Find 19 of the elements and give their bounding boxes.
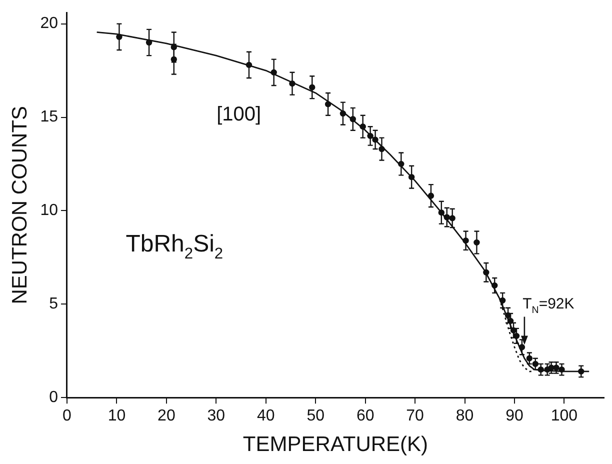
y-tick-label: 20 (40, 15, 58, 32)
y-axis-title: NEUTRON COUNTS (8, 106, 32, 304)
x-tick-label: 50 (306, 408, 325, 425)
annotation: [100] (216, 103, 262, 126)
x-tick-label: 10 (108, 408, 126, 425)
y-tick-label: 10 (40, 202, 58, 220)
x-tick-label: 90 (506, 408, 524, 425)
x-tick-label: 100 (550, 408, 578, 425)
x-tick-label: 70 (406, 408, 424, 425)
x-tick-label: 0 (62, 408, 72, 425)
y-tick-label: 5 (49, 296, 58, 313)
y-tick-label: 0 (49, 389, 58, 406)
x-tick-label: 20 (158, 408, 176, 425)
x-axis-title: TEMPERATURE(K) (242, 433, 428, 456)
x-tick-label: 60 (356, 408, 374, 425)
x-tick-label: 30 (207, 408, 226, 425)
x-tick-label: 80 (456, 408, 474, 425)
y-tick-label: 15 (40, 108, 58, 126)
x-tick-label: 40 (256, 408, 275, 425)
